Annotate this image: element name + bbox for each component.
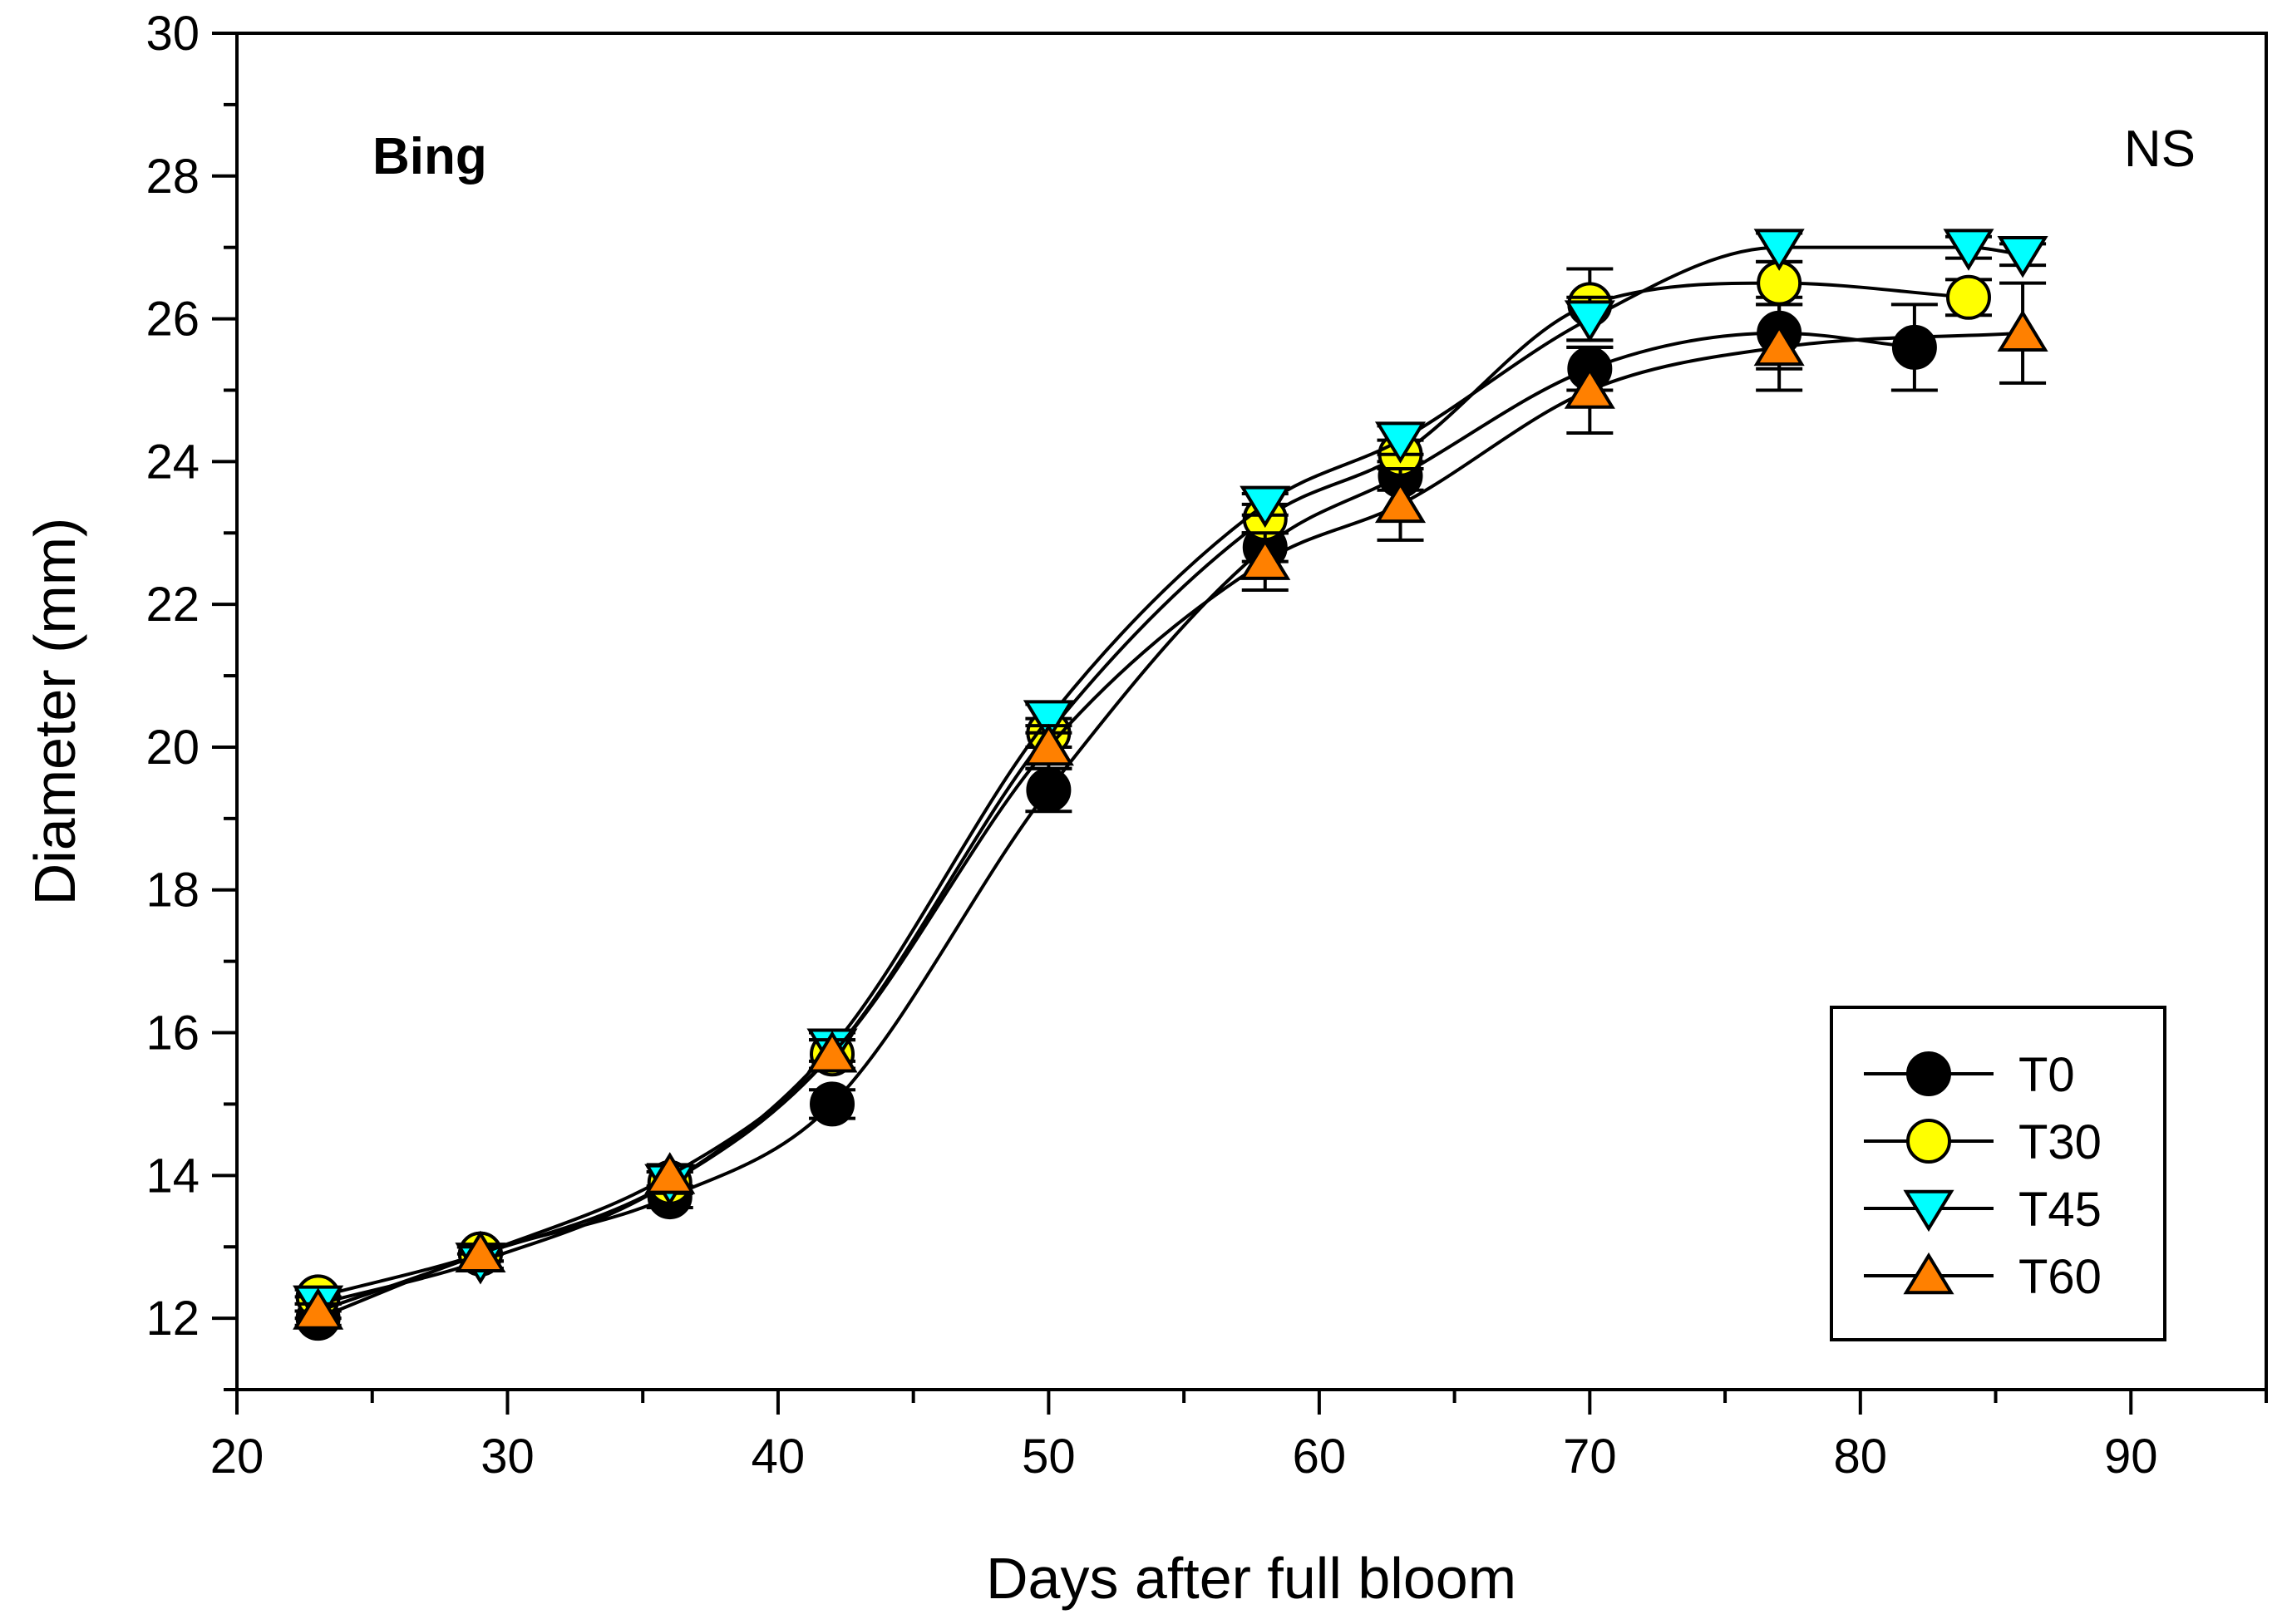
y-tick-label-24: 24: [145, 435, 200, 489]
point-T60-23: [293, 1287, 344, 1330]
annotation-ns: NS: [2124, 121, 2196, 178]
y-tick-label-14: 14: [145, 1149, 200, 1203]
x-tick-label-50: 50: [1022, 1430, 1076, 1484]
x-tick-label-60: 60: [1293, 1430, 1347, 1484]
point-T60-29: [455, 1230, 506, 1273]
point-T45-84: [1943, 229, 1994, 271]
point-T60-86: [1997, 309, 2048, 352]
point-T60-63: [1374, 480, 1427, 524]
point-T45-86: [1997, 236, 2048, 278]
point-T45-50: [1023, 700, 1074, 742]
x-tick-label-90: 90: [2104, 1430, 2158, 1484]
y-tick-label-26: 26: [145, 293, 200, 347]
point-T60-36: [644, 1152, 696, 1194]
axis-ticks: [212, 32, 2268, 1415]
legend-label-T60: T60: [2018, 1250, 2102, 1304]
y-tick-label-22: 22: [145, 578, 200, 632]
point-T0-82: [1891, 324, 1937, 370]
x-axis-title: Days after full bloom: [986, 1546, 1516, 1611]
y-tick-label-30: 30: [145, 7, 200, 61]
x-tick-label-30: 30: [481, 1430, 535, 1484]
legend: T0 T30 T45 T60: [1830, 1006, 2166, 1341]
y-tick-label-20: 20: [145, 721, 200, 775]
legend-marker-T60: [1903, 1252, 1954, 1295]
point-T45-77: [1753, 229, 1805, 271]
legend-box: [1830, 1006, 2166, 1341]
point-T0-42: [810, 1081, 855, 1127]
y-tick-label-16: 16: [145, 1006, 200, 1061]
y-tick-label-18: 18: [145, 864, 200, 918]
legend-marker-T45: [1903, 1189, 1954, 1233]
point-T45-58: [1240, 485, 1291, 529]
point-T60-42: [806, 1031, 858, 1073]
point-T60-58: [1240, 538, 1291, 580]
y-tick-label-28: 28: [145, 150, 200, 204]
point-T60-50: [1023, 723, 1074, 766]
axis-tick-labels: 20 30 40 50 60 70 80 90 12 14 16 18 20 22 24 26 28 30: [145, 7, 2157, 1484]
series-layer: [293, 229, 2048, 1341]
x-tick-label-80: 80: [1834, 1430, 1888, 1484]
series-line-T0: [317, 331, 1915, 1320]
legend-marker-T0: [1906, 1051, 1951, 1096]
x-tick-label-40: 40: [752, 1430, 806, 1484]
legend-label-T30: T30: [2018, 1115, 2102, 1169]
series-line-T30: [318, 281, 1969, 1299]
point-T60-70: [1564, 367, 1615, 409]
legend-items: T0 T30 T45 T60: [1864, 1048, 2102, 1304]
point-T0-50: [1026, 767, 1072, 813]
x-tick-label-20: 20: [210, 1430, 264, 1484]
y-tick-label-12: 12: [145, 1292, 200, 1346]
annotation-bing: Bing: [372, 128, 487, 185]
point-T45-70: [1564, 300, 1615, 342]
legend-label-T45: T45: [2018, 1183, 2102, 1237]
y-axis-title: Diameter (mm): [22, 518, 87, 906]
series-line-T60: [317, 331, 2023, 1313]
legend-marker-T30: [1906, 1119, 1951, 1164]
point-T30-84: [1945, 274, 1991, 320]
point-T45-63: [1374, 421, 1427, 464]
plot-area: [235, 32, 2268, 1391]
x-tick-label-70: 70: [1563, 1430, 1617, 1484]
legend-label-T0: T0: [2018, 1048, 2075, 1102]
series-T60: [293, 281, 2048, 1330]
point-T60-77: [1753, 323, 1805, 367]
